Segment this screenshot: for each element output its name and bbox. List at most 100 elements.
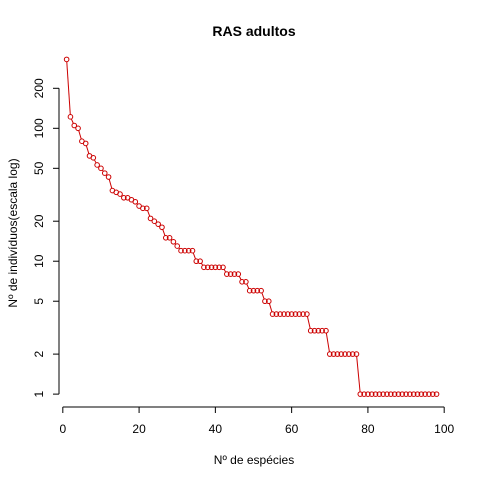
data-point [292,311,299,317]
connector-line [356,356,361,392]
data-point [227,271,234,277]
data-point [433,391,440,397]
connector-line [162,229,166,236]
data-point [82,140,89,147]
data-point [403,391,409,397]
connector-line [108,179,113,189]
data-point [285,311,291,317]
data-point [380,391,386,397]
y-tick-label: 50 [32,161,46,175]
y-tick-label: 10 [32,254,46,268]
data-point [311,327,318,334]
data-point [342,351,348,357]
data-point [330,351,337,357]
data-point [269,311,276,317]
data-point [121,195,127,201]
connector-line [306,316,311,329]
data-point [250,287,257,294]
data-point [94,162,100,168]
data-point [414,391,421,397]
data-point [399,391,406,397]
connector-line [70,118,74,124]
data-point [319,327,325,334]
data-point [426,391,432,397]
data-point [407,391,413,397]
y-tick-label: 5 [32,298,46,305]
data-point [296,311,303,317]
data-point [71,122,78,129]
data-point [63,56,70,63]
data-point [75,125,81,132]
axes: 0 20 40 60 80 100 1 2 5 10 20 50 100 200 [32,78,455,436]
x-tick-label: 60 [285,422,299,436]
data-point [201,264,207,271]
data-point [193,258,200,265]
data-point [90,154,97,161]
data-point [349,351,356,357]
y-tick-label: 20 [32,214,46,228]
data-point [224,271,230,277]
y-tick-label: 200 [32,78,46,98]
data-point [410,391,417,397]
connector-line [147,210,151,217]
data-point [182,247,188,254]
data-point [365,391,371,397]
connector-line [192,252,196,260]
data-point [429,391,436,397]
data-point [220,264,226,271]
data-point [315,327,322,334]
data-point [117,191,123,197]
data-point [323,327,329,334]
x-tick-label: 40 [209,422,223,436]
connector-line [268,303,273,313]
data-point [143,205,150,212]
data-point [105,174,112,180]
data-point [243,279,249,285]
data-point [208,264,215,271]
data-point [262,298,268,305]
data-point [418,391,425,397]
x-tick-label: 0 [59,422,66,436]
data-point [178,247,184,254]
data-point [197,258,203,265]
data-point [101,170,108,176]
x-tick-label: 20 [132,422,146,436]
data-point [246,287,253,294]
data-point [300,311,306,317]
connector-line [78,130,82,140]
data-point [166,235,173,241]
x-axis-title: Nº de espécies [214,453,294,467]
connector-line [93,159,97,164]
x-tick-label: 80 [361,422,375,436]
data-point [387,391,394,397]
connector-line [261,292,265,300]
data-point [338,351,345,357]
data-point [395,391,402,397]
data-point [151,218,158,225]
data-point [162,235,169,241]
data-point [132,198,139,205]
data-point [326,351,333,357]
data-point [239,279,245,285]
connector-line [246,283,250,289]
data-point [189,247,196,254]
connector-line [85,145,90,154]
connector-line [66,61,71,115]
y-axis-title: Nº de indivíduos(escala log) [6,158,20,307]
connector-line [223,269,227,273]
data-point [368,391,375,397]
data-point [159,224,165,231]
data-point [155,221,161,227]
data-point [304,311,310,317]
data-point [67,114,74,120]
y-tick-label: 100 [32,118,46,138]
data-point [204,264,211,271]
data-point [273,311,280,317]
data-point [216,264,222,271]
y-tick-label: 2 [32,350,46,357]
y-tick-label: 1 [32,390,46,397]
x-tick-label: 100 [434,422,454,436]
data-point [170,238,177,245]
